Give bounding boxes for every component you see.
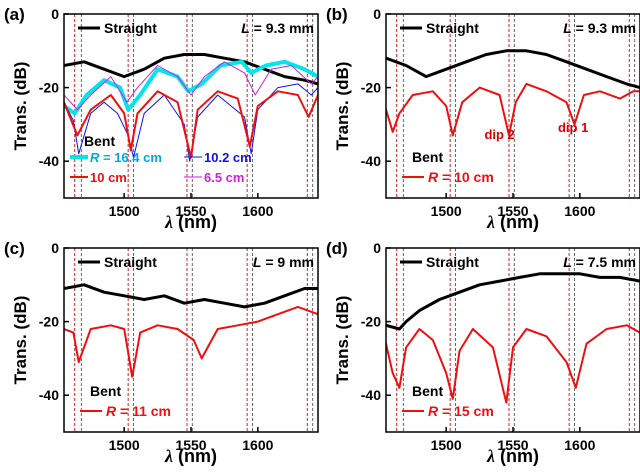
plot-frame [385,247,640,433]
chart-panel-c: (c) 1500 1550 1600 -40 -20 0 Trans. (dB) λ (nm) S… [4,239,319,466]
x-tick-label: 1600 [242,437,273,453]
plot-frame [385,13,640,199]
bent-label: Bent [412,149,443,165]
legend-label-straight: Straight [426,20,479,36]
panel-label: (d) [326,239,348,258]
y-tick-label: -40 [39,387,59,403]
bent-label: Bent [412,383,443,399]
series-group [386,272,640,404]
legend-label-bent: R = 11 cm [106,403,171,419]
length-label: L = 7.5 mm [563,254,636,270]
y-tick-label: 0 [51,240,59,256]
y-tick-label: -20 [39,80,59,96]
bent-label: Bent [84,133,115,149]
x-axis-label: λ (nm) [486,446,539,466]
y-tick-label: -20 [39,314,59,330]
legend-label-straight: Straight [104,20,157,36]
y-tick-label: 0 [373,240,381,256]
legend-label-bent: 10.2 cm [204,150,252,165]
length-label: L = 9.3 mm [563,20,636,36]
series-line-bent-1 [64,305,318,378]
chart-panel-b: (b) 1500 1550 1600 -40 -20 0 Trans. (dB) λ (nm) S… [326,5,640,232]
x-axis-label: λ (nm) [164,446,217,466]
y-tick-label: -40 [361,153,381,169]
y-axis-label: Trans. (dB) [333,296,352,385]
y-axis-label: Trans. (dB) [11,296,30,385]
panel-label: (b) [326,5,348,24]
series-group [64,283,318,378]
x-tick-label: 1500 [109,203,140,219]
series-line-bent-1 [386,82,640,137]
y-tick-label: 0 [373,6,381,22]
x-tick-label: 1550 [497,437,528,453]
legend-label-bent: 6.5 cm [204,170,244,185]
x-tick-label: 1600 [242,203,273,219]
legend-label-bent: R = 15 cm [428,403,494,419]
x-tick-label: 1600 [564,437,595,453]
length-label: L = 9 mm [253,254,314,270]
x-axis-label: λ (nm) [486,212,539,232]
y-tick-label: -20 [361,80,381,96]
panel-label: (a) [4,5,25,24]
x-tick-label: 1550 [497,203,528,219]
series-line-straight [386,272,640,331]
y-axis-label: Trans. (dB) [333,62,352,151]
series-line-bent-4 [64,61,318,111]
annotation-dip-1: dip 1 [558,120,588,135]
panel-label: (c) [4,239,25,258]
y-tick-label: -40 [39,153,59,169]
legend-label-bent: 10 cm [90,170,127,185]
length-label: L = 9.3 mm [241,20,314,36]
series-line-straight [64,53,318,86]
y-tick-label: 0 [51,6,59,22]
legend-label-straight: Straight [104,254,157,270]
x-tick-label: 1500 [109,437,140,453]
series-line-bent-1 [386,324,640,404]
x-tick-label: 1550 [175,203,206,219]
x-tick-label: 1600 [564,203,595,219]
series-line-straight [386,49,640,90]
series-group [386,49,640,137]
chart-panel-a: (a) 1500 1550 1600 -40 -20 0 Trans. (dB) λ (nm) S… [4,5,319,232]
x-tick-label: 1500 [431,203,462,219]
x-axis-label: λ (nm) [164,212,217,232]
plot-frame [63,247,319,433]
x-tick-label: 1500 [431,437,462,453]
legend-label-bent: R = 10 cm [428,169,494,185]
chart-panel-d: (d) 1500 1550 1600 -40 -20 0 Trans. (dB) λ (nm) S… [326,239,640,466]
annotation-dip-2: dip 2 [484,127,514,142]
legend-label-bent: R = 16.4 cm [90,150,162,165]
legend-label-straight: Straight [426,254,479,270]
x-tick-label: 1550 [175,437,206,453]
series-line-straight [64,283,318,309]
y-tick-label: -20 [361,314,381,330]
y-tick-label: -40 [361,387,381,403]
y-axis-label: Trans. (dB) [11,62,30,151]
bent-label: Bent [90,383,121,399]
